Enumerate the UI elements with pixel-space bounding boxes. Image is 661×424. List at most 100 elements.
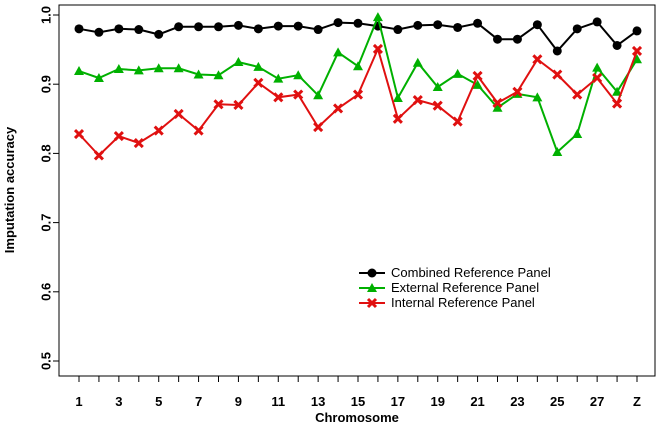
y-tick-label: 0.6 — [39, 283, 54, 301]
data-point — [293, 21, 303, 31]
data-point — [532, 54, 543, 65]
data-point — [114, 24, 124, 34]
data-point — [113, 63, 124, 73]
data-point — [93, 72, 104, 82]
data-point — [372, 43, 383, 54]
data-point — [452, 68, 463, 78]
data-point — [412, 57, 423, 67]
data-point — [273, 92, 284, 103]
series-combined-reference-panel — [74, 17, 642, 56]
data-point — [392, 93, 403, 103]
x-tick-label: Z — [633, 394, 641, 409]
y-tick-label: 0.9 — [39, 75, 54, 93]
x-axis: 1 3 5 7 9 11 13 15 17 19 21 23 25 27 Z — [75, 375, 641, 409]
data-point — [233, 57, 244, 67]
data-point — [133, 65, 144, 75]
data-point — [433, 20, 443, 30]
series-internal-reference-panel — [73, 43, 643, 161]
legend-marker-internal — [366, 297, 378, 309]
data-point — [74, 66, 84, 76]
legend-label-internal: Internal Reference Panel — [391, 295, 535, 310]
data-point — [353, 18, 363, 28]
data-point — [352, 89, 364, 100]
data-point — [333, 103, 344, 114]
y-axis-title: Imputation accuracy — [2, 126, 17, 253]
data-point — [392, 113, 403, 124]
data-point — [253, 61, 264, 71]
data-point — [113, 131, 124, 142]
data-point — [452, 116, 463, 127]
data-point — [632, 54, 642, 64]
x-tick-label: 3 — [115, 394, 122, 409]
data-point — [532, 92, 543, 102]
y-axis: 0.5 0.6 0.7 0.8 0.9 1.0 — [39, 6, 60, 370]
data-point — [432, 81, 443, 91]
data-point — [293, 70, 304, 80]
data-point — [273, 21, 283, 31]
y-tick-label: 0.7 — [39, 214, 54, 232]
x-tick-label: 21 — [470, 394, 484, 409]
x-tick-label: 13 — [311, 394, 325, 409]
data-point — [512, 86, 523, 97]
x-tick-label: 9 — [235, 394, 242, 409]
data-point — [432, 100, 443, 111]
data-point — [552, 69, 563, 80]
x-tick-label: 15 — [351, 394, 365, 409]
data-point — [193, 125, 204, 136]
data-point — [592, 17, 602, 27]
legend-marker-combined — [367, 268, 377, 278]
data-point — [393, 25, 403, 35]
data-point — [333, 18, 343, 28]
legend-label-combined: Combined Reference Panel — [391, 265, 551, 280]
legend-entry-internal: Internal Reference Panel — [359, 295, 535, 310]
x-axis-title: Chromosome — [315, 410, 399, 424]
data-point — [592, 62, 603, 72]
x-tick-label: 5 — [155, 394, 162, 409]
data-point — [253, 24, 263, 34]
y-tick-label: 1.0 — [39, 6, 54, 24]
data-point — [353, 61, 363, 71]
data-point — [73, 128, 85, 140]
data-point — [133, 137, 144, 149]
data-point — [512, 34, 522, 44]
data-point — [174, 22, 184, 32]
data-point — [472, 79, 483, 89]
data-point — [532, 20, 542, 30]
data-point — [493, 34, 502, 44]
data-point — [552, 147, 563, 157]
series-layer — [73, 12, 643, 161]
data-point — [194, 22, 204, 32]
data-point — [572, 24, 582, 34]
y-tick-label: 0.5 — [39, 352, 54, 370]
data-point — [473, 18, 483, 28]
data-point — [492, 97, 503, 108]
data-point — [313, 90, 324, 100]
data-point — [572, 89, 583, 100]
data-point — [153, 63, 164, 73]
data-point — [154, 29, 164, 39]
data-point — [233, 20, 243, 30]
data-point — [632, 26, 642, 36]
data-point — [313, 122, 324, 133]
legend-label-external: External Reference Panel — [391, 280, 539, 295]
series-external-reference-panel — [74, 12, 642, 157]
data-point — [612, 40, 622, 50]
data-point — [233, 99, 244, 111]
data-point — [273, 73, 284, 83]
data-point — [93, 150, 104, 161]
data-point — [572, 129, 583, 139]
data-point — [492, 102, 503, 112]
y-tick-label: 0.8 — [39, 144, 54, 162]
data-point — [94, 27, 104, 37]
data-point — [134, 25, 144, 35]
legend-entry-combined: Combined Reference Panel — [359, 265, 551, 280]
x-tick-label: 19 — [430, 394, 444, 409]
x-tick-label: 11 — [271, 394, 285, 409]
data-point — [453, 22, 463, 32]
legend: Combined Reference Panel External Refere… — [359, 265, 551, 310]
legend-marker-external — [367, 283, 377, 292]
data-point — [214, 22, 223, 32]
data-point — [612, 98, 623, 109]
x-tick-label: 17 — [391, 394, 405, 409]
